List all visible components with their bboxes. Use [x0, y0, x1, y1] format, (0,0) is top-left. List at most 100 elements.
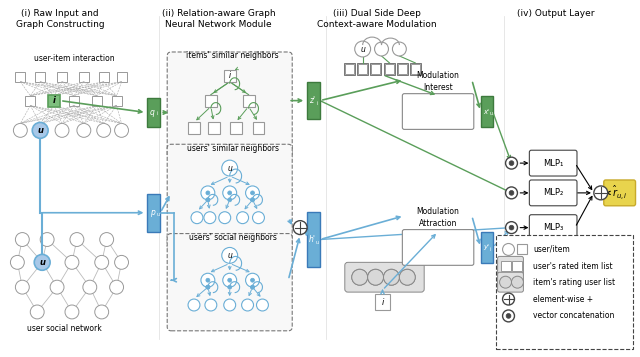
Circle shape — [206, 198, 210, 202]
FancyBboxPatch shape — [498, 272, 524, 292]
Bar — [370, 63, 381, 75]
Circle shape — [222, 247, 237, 263]
Circle shape — [188, 299, 200, 311]
Text: users' social neighbors: users' social neighbors — [189, 233, 276, 242]
Circle shape — [511, 276, 524, 288]
Text: i: i — [316, 101, 317, 106]
Bar — [307, 82, 319, 120]
FancyBboxPatch shape — [403, 230, 474, 265]
Circle shape — [33, 124, 47, 137]
Text: i: i — [156, 111, 157, 116]
Text: Modulation: Modulation — [417, 71, 460, 80]
Text: item's rating user list: item's rating user list — [533, 278, 616, 287]
Text: MLP₃: MLP₃ — [543, 223, 563, 232]
Circle shape — [355, 41, 371, 57]
Circle shape — [205, 299, 217, 311]
Text: user's rated item list: user's rated item list — [533, 262, 613, 271]
Circle shape — [206, 278, 210, 282]
Bar — [384, 63, 395, 75]
Circle shape — [257, 299, 268, 311]
Circle shape — [222, 160, 237, 176]
Text: h': h' — [308, 235, 316, 244]
Circle shape — [10, 255, 24, 269]
Circle shape — [399, 269, 415, 285]
Circle shape — [206, 191, 210, 195]
Text: (ii) Relation-aware Graph
Neural Network Module: (ii) Relation-aware Graph Neural Network… — [162, 9, 276, 29]
Bar — [205, 95, 217, 106]
Text: (i) Raw Input and
Graph Constructing: (i) Raw Input and Graph Constructing — [16, 9, 104, 29]
FancyBboxPatch shape — [167, 233, 292, 331]
Bar — [410, 63, 420, 75]
FancyBboxPatch shape — [604, 180, 636, 206]
Text: users' similar neighbors: users' similar neighbors — [187, 144, 278, 153]
Circle shape — [77, 124, 91, 137]
Text: p: p — [150, 208, 155, 217]
Bar — [397, 63, 408, 75]
Circle shape — [594, 186, 608, 200]
Bar — [99, 72, 109, 82]
Bar — [385, 64, 394, 74]
Bar — [35, 72, 45, 82]
Text: z': z' — [309, 96, 315, 105]
Bar — [513, 261, 522, 271]
Circle shape — [55, 124, 69, 137]
FancyBboxPatch shape — [167, 144, 292, 250]
Circle shape — [506, 187, 518, 199]
FancyBboxPatch shape — [529, 180, 577, 206]
Text: u: u — [39, 258, 45, 267]
FancyBboxPatch shape — [495, 235, 632, 349]
Circle shape — [506, 157, 518, 169]
Circle shape — [250, 278, 255, 282]
Circle shape — [201, 273, 215, 287]
Text: x': x' — [483, 109, 489, 115]
Circle shape — [204, 212, 216, 223]
Bar — [307, 212, 319, 267]
Bar — [230, 122, 242, 134]
Text: u: u — [37, 126, 43, 135]
FancyBboxPatch shape — [529, 215, 577, 241]
Bar — [147, 97, 160, 127]
Circle shape — [228, 278, 232, 282]
Circle shape — [352, 269, 367, 285]
Bar — [26, 96, 35, 106]
Text: (iv) Output Layer: (iv) Output Layer — [517, 9, 595, 18]
Circle shape — [250, 191, 255, 195]
Bar — [411, 64, 420, 74]
Text: (iii) Dual Side Deep
Context-aware Modulation: (iii) Dual Side Deep Context-aware Modul… — [317, 9, 436, 29]
Bar — [92, 96, 102, 106]
Text: vector concatenation: vector concatenation — [533, 311, 614, 321]
Bar — [500, 261, 511, 271]
Circle shape — [506, 313, 511, 318]
Bar — [188, 122, 200, 134]
Circle shape — [246, 186, 259, 200]
Text: user-item interaction: user-item interaction — [34, 54, 115, 64]
Circle shape — [399, 269, 415, 285]
Circle shape — [502, 243, 515, 255]
Circle shape — [509, 191, 514, 195]
Circle shape — [500, 276, 511, 288]
Circle shape — [250, 198, 255, 202]
Circle shape — [100, 232, 114, 246]
Bar — [253, 122, 264, 134]
Text: Attraction: Attraction — [419, 219, 457, 228]
Circle shape — [352, 269, 367, 285]
Circle shape — [509, 161, 514, 166]
Bar — [346, 64, 354, 74]
Text: u: u — [490, 111, 493, 116]
Bar — [208, 122, 220, 134]
Circle shape — [191, 212, 203, 223]
Text: i: i — [490, 247, 491, 252]
Circle shape — [228, 198, 232, 202]
Text: y': y' — [483, 245, 489, 251]
Circle shape — [374, 42, 388, 56]
Bar — [481, 232, 493, 263]
Circle shape — [242, 299, 253, 311]
Circle shape — [109, 280, 124, 294]
Circle shape — [383, 269, 399, 285]
Text: user/item: user/item — [533, 245, 570, 254]
Circle shape — [206, 285, 210, 289]
Bar — [481, 96, 493, 127]
Bar — [518, 245, 527, 255]
Text: u: u — [156, 212, 159, 217]
Bar — [147, 194, 160, 232]
